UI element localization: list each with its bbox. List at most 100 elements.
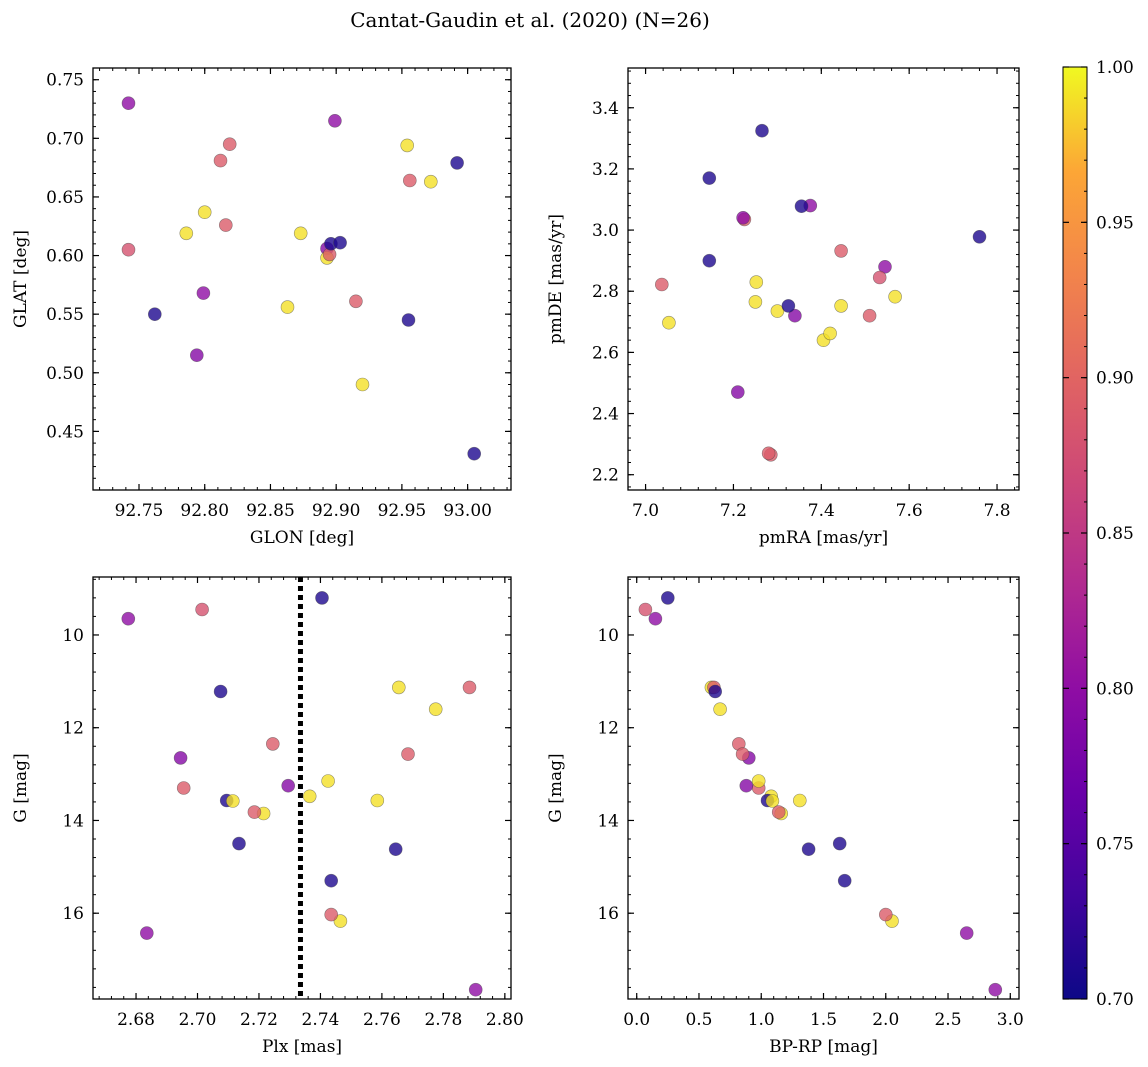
figure-title: Cantat-Gaudin et al. (2020) (N=26) [350, 8, 710, 32]
data-point [834, 299, 848, 313]
plot-frame [92, 67, 512, 491]
x-tick-label: 2.0 [872, 1010, 899, 1030]
data-point [638, 602, 653, 617]
colorbar-tick-label: 0.85 [1096, 524, 1134, 544]
scatter-points [638, 591, 1003, 997]
plot-frame [627, 576, 1020, 1000]
data-point [765, 794, 780, 808]
data-point [190, 348, 204, 363]
data-point [662, 315, 676, 330]
data-point [713, 702, 727, 717]
x-axis-label: BP-RP [mag] [769, 1037, 878, 1057]
colorbar-tick-label: 0.75 [1096, 835, 1134, 855]
y-tick-label: 2.6 [592, 343, 619, 363]
data-point [280, 300, 295, 314]
data-point [121, 96, 136, 110]
data-point [321, 774, 335, 788]
data-point [401, 313, 416, 327]
y-tick-label: 3.2 [592, 160, 619, 180]
data-point [648, 611, 663, 626]
data-point [370, 793, 385, 808]
data-point [736, 211, 750, 225]
x-axis-label: GLON [deg] [250, 528, 354, 548]
data-point [196, 286, 211, 300]
data-point [247, 805, 262, 819]
y-tick-label: 10 [62, 626, 84, 646]
x-tick-label: 2.76 [363, 1010, 401, 1030]
data-point [468, 982, 483, 997]
y-axis-label: pmDE [mas/yr] [546, 214, 566, 344]
data-point [988, 982, 1003, 997]
axis-ticks [628, 577, 1019, 999]
data-point [739, 778, 754, 793]
y-tick-label: 16 [597, 904, 619, 924]
y-tick-label: 14 [597, 811, 619, 831]
y-tick-label: 16 [62, 904, 84, 924]
y-tick-label: 0.75 [46, 71, 84, 91]
data-point [794, 199, 809, 213]
data-point [176, 781, 191, 795]
colorbar-tick-label: 0.80 [1096, 679, 1134, 699]
data-point [226, 794, 240, 808]
y-tick-label: 0.55 [46, 305, 84, 325]
data-point [428, 702, 443, 717]
data-point [770, 304, 785, 318]
data-point [324, 907, 339, 922]
data-point [801, 842, 816, 857]
plot-frame [92, 576, 512, 1000]
data-point [837, 873, 852, 888]
y-tick-label: 14 [62, 811, 84, 831]
axis-ticks [93, 67, 511, 491]
panel-2: 7.0 7.2 7.4 7.6 7.8 2.2 2.4 2.6 2.8 3.0 3.2 3.4 pmRA… [546, 67, 1020, 548]
x-tick-label: 1.0 [748, 1010, 775, 1030]
y-tick-label: 3.0 [592, 221, 619, 241]
data-point [972, 230, 987, 244]
data-point [423, 174, 438, 189]
x-tick-label: 7.2 [720, 501, 747, 521]
x-tick-label: 1.5 [810, 1010, 837, 1030]
y-tick-label: 2.8 [592, 282, 619, 302]
data-point [232, 836, 246, 851]
data-point [730, 385, 745, 399]
data-point [315, 591, 329, 605]
data-point [173, 751, 188, 765]
data-point [402, 173, 417, 188]
y-tick-label: 12 [597, 719, 619, 739]
data-point [302, 789, 317, 804]
data-point [888, 289, 902, 304]
data-point [265, 737, 280, 751]
y-tick-label: 2.4 [592, 405, 619, 425]
colorbar-tick-label: 0.70 [1096, 990, 1134, 1010]
data-point [832, 836, 847, 851]
panel-1: 92.75 92.80 92.85 92.90 92.95 93.00 0.45 0.50 0.… [11, 67, 512, 548]
data-point [959, 926, 974, 940]
data-point [391, 680, 406, 695]
colorbar-tick-label: 0.95 [1096, 213, 1134, 233]
x-tick-label: 2.74 [302, 1010, 340, 1030]
data-point [179, 226, 194, 241]
y-tick-label: 3.4 [592, 99, 619, 119]
x-tick-label: 0.5 [685, 1010, 712, 1030]
colorbar-tick-label: 1.00 [1096, 58, 1134, 78]
data-point [702, 253, 717, 268]
data-point [862, 308, 877, 323]
x-tick-label: 7.4 [808, 501, 835, 521]
data-point [872, 270, 887, 285]
y-axis-label: G [mag] [546, 753, 566, 822]
x-tick-label: 0.0 [623, 1010, 650, 1030]
colorbar-tick-label: 0.90 [1096, 369, 1134, 389]
x-tick-label: 92.85 [246, 501, 295, 521]
data-point [792, 793, 807, 808]
data-point [121, 242, 136, 257]
colorbar: 0.70 0.75 0.80 0.85 0.90 0.95 1.00 [1062, 58, 1134, 1010]
x-tick-label: 92.80 [180, 501, 229, 521]
data-point [781, 299, 796, 313]
data-point [467, 446, 482, 461]
data-point [213, 153, 228, 168]
panel-4: 0.0 0.5 1.0 1.5 2.0 2.5 3.0 10 12 14 16 BP-RP [mag]… [546, 576, 1024, 1057]
data-point [349, 294, 363, 309]
scatter-points [654, 123, 987, 462]
axis-ticks [627, 68, 1019, 490]
data-point [140, 926, 154, 940]
